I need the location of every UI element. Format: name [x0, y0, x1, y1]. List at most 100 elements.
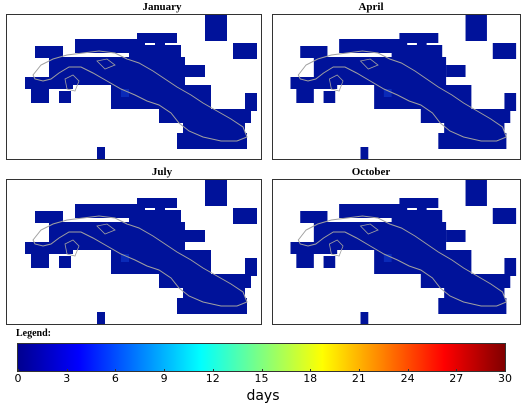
grid-cell [438, 133, 507, 149]
grid-cell [185, 65, 205, 77]
grid-cell [233, 43, 257, 59]
grid-cell [465, 180, 487, 206]
grid-cell [35, 46, 63, 58]
colorbar-tick-mark [66, 369, 68, 372]
grid-cell [323, 256, 336, 268]
map-panel-july [6, 179, 262, 325]
grid-cell [296, 89, 314, 103]
map-january [25, 15, 257, 159]
grid-cell [245, 93, 257, 111]
grid-cell [121, 89, 129, 97]
grid-cell [155, 41, 165, 51]
colorbar-tick-mark [358, 369, 360, 372]
grid-cell [399, 198, 439, 208]
grid-cell [383, 254, 392, 262]
colorbar-tick-label: 21 [351, 372, 366, 385]
grid-cell [339, 204, 408, 218]
grid-cell [205, 15, 227, 41]
colorbar-tick-label: 12 [205, 372, 220, 385]
grid-cell [504, 258, 517, 276]
colorbar-tick-mark [505, 369, 506, 372]
map-october [290, 180, 517, 324]
coastline [32, 50, 248, 142]
grid-cell [59, 91, 71, 103]
grid-cell [360, 147, 369, 159]
colorbar-tick-mark [164, 369, 166, 372]
grid-cell [473, 113, 491, 125]
grid-cell [59, 256, 71, 268]
grid-cell [446, 230, 466, 242]
grid-cell [31, 89, 49, 103]
grid-cell [465, 15, 487, 41]
grid-cell [31, 254, 49, 268]
grid-cell [121, 254, 129, 262]
coastline-detail [328, 223, 379, 257]
grid-cell [399, 33, 439, 43]
grid-cell [383, 89, 392, 97]
grid-cell [323, 91, 336, 103]
panel-title-october: October [351, 166, 391, 178]
grid-cell [416, 41, 427, 51]
grid-cell [89, 61, 109, 75]
grid-cell [391, 210, 443, 222]
colorbar-tick-label: 6 [111, 372, 119, 385]
grid-cell [352, 61, 373, 75]
colorbar [17, 343, 506, 372]
colorbar-tick-label: 18 [303, 372, 318, 385]
panel-title-july: July [151, 166, 173, 178]
grid-cell [352, 226, 373, 240]
map-panel-october [272, 179, 521, 325]
grid-cell [391, 45, 443, 57]
grid-cell [155, 206, 165, 216]
grid-cell [360, 312, 369, 324]
colorbar-tick-mark [115, 369, 117, 372]
coastline [297, 50, 508, 142]
colorbar-tick-label: 0 [14, 372, 22, 385]
map-april [290, 15, 517, 159]
grid-cell [213, 278, 231, 290]
grid-cell [473, 278, 491, 290]
colorbar-tick-label: 24 [400, 372, 415, 385]
coastline [32, 215, 248, 307]
grid-cell [233, 208, 257, 224]
coastline-detail [328, 58, 379, 92]
colorbar-tick-label: 9 [160, 372, 168, 385]
colorbar-tick-mark [261, 369, 263, 372]
grid-cell [35, 211, 63, 223]
grid-cell [245, 258, 257, 276]
colorbar-tick-label: 30 [498, 372, 512, 385]
map-panel-april [272, 14, 521, 160]
grid-cell [300, 46, 328, 58]
colorbar-tick-label: 27 [449, 372, 464, 385]
grid-cell [504, 93, 517, 111]
coastline-detail [64, 58, 116, 92]
grid-cell [446, 65, 466, 77]
grid-cell [213, 113, 231, 125]
grid-cell [492, 208, 517, 224]
colorbar-tick-mark [212, 369, 214, 372]
grid-cell [185, 230, 205, 242]
panel-title-january: January [142, 1, 182, 13]
grid-cell [89, 226, 109, 240]
grid-cell [75, 39, 145, 53]
grid-cell [300, 211, 328, 223]
grid-cell [97, 147, 105, 159]
panel-title-april: April [358, 1, 384, 13]
grid-cell [177, 133, 247, 149]
grid-cell [137, 33, 177, 43]
map-july [25, 180, 257, 324]
coastline-detail [64, 223, 116, 257]
grid-cell [416, 206, 427, 216]
grid-cell [296, 254, 314, 268]
colorbar-tick-label: 3 [63, 372, 71, 385]
coastline [297, 215, 508, 307]
grid-cell [492, 43, 517, 59]
colorbar-tick-label: 15 [254, 372, 269, 385]
grid-cell [177, 298, 247, 314]
grid-cell [205, 180, 227, 206]
grid-cell [137, 198, 177, 208]
grid-cell [97, 312, 105, 324]
colorbar-unit: days [246, 388, 280, 404]
grid-cell [339, 39, 408, 53]
colorbar-tick-mark [310, 369, 312, 372]
